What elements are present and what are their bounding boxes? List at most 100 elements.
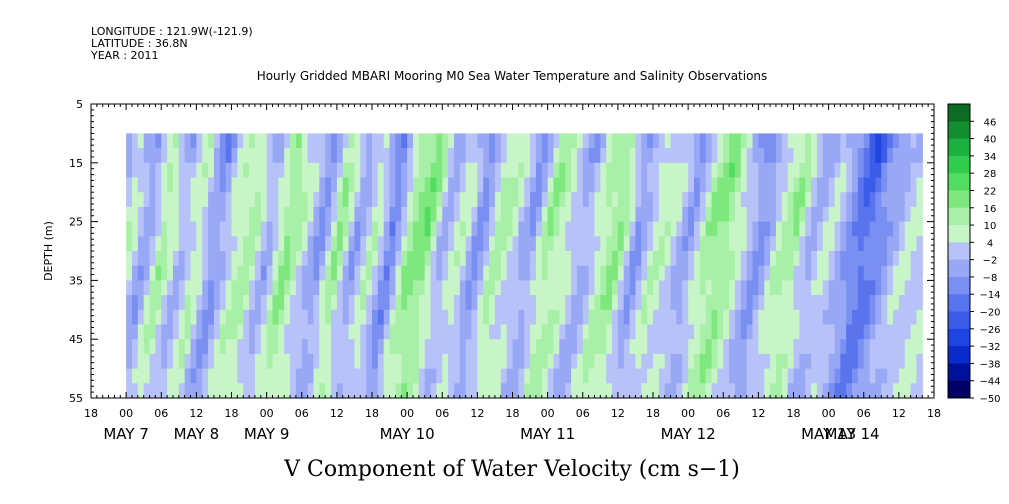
heatmap-cell	[342, 383, 350, 399]
heatmap-cell	[869, 221, 877, 237]
heatmap-cell	[372, 192, 379, 208]
heatmap-cell	[840, 353, 847, 370]
heatmap-cell	[811, 236, 818, 252]
heatmap-cell	[348, 177, 356, 193]
heatmap-cell	[477, 148, 484, 164]
heatmap-cell	[477, 133, 484, 149]
heatmap-cell	[243, 265, 250, 281]
heatmap-cell	[752, 133, 759, 149]
heatmap-cell	[729, 309, 736, 326]
heatmap-cell	[137, 251, 145, 267]
heatmap-cell	[219, 206, 227, 223]
heatmap-cell	[576, 133, 584, 149]
heatmap-cell	[565, 133, 572, 149]
heatmap-cell	[149, 177, 156, 193]
heatmap-cell	[904, 236, 912, 252]
heatmap-cell	[822, 383, 830, 399]
heatmap-cell	[781, 353, 789, 370]
heatmap-cell	[149, 192, 156, 208]
heatmap-cell	[225, 353, 233, 370]
heatmap-cell	[360, 221, 367, 237]
heatmap-cell	[202, 324, 209, 340]
heatmap-cell	[418, 148, 426, 164]
heatmap-cell	[494, 133, 502, 149]
heatmap-cell	[834, 353, 841, 370]
heatmap-cell	[284, 177, 291, 193]
x-tick-label: 00	[260, 407, 274, 420]
heatmap-cell	[588, 353, 596, 370]
heatmap-cell	[225, 368, 233, 384]
heatmap-cell	[407, 383, 414, 399]
heatmap-cell	[161, 295, 168, 311]
heatmap-cell	[781, 162, 789, 179]
heatmap-cell	[530, 206, 537, 223]
heatmap-cell	[372, 353, 379, 370]
heatmap-cell	[641, 280, 648, 296]
heatmap-cell	[143, 309, 151, 326]
heatmap-cell	[658, 236, 666, 252]
heatmap-cell	[793, 353, 800, 370]
heatmap-cell	[746, 236, 754, 252]
heatmap-cell	[670, 295, 678, 311]
heatmap-cell	[758, 221, 765, 237]
heatmap-cell	[190, 133, 197, 149]
heatmap-cell	[143, 280, 151, 296]
heatmap-cell	[471, 368, 478, 384]
heatmap-cell	[459, 221, 467, 237]
heatmap-cell	[565, 339, 572, 355]
colorbar-swatch	[948, 311, 970, 330]
heatmap-cell	[131, 280, 139, 296]
heatmap-cell	[705, 295, 713, 311]
heatmap-cell	[688, 148, 695, 164]
heatmap-cell	[541, 309, 549, 326]
heatmap-cell	[623, 221, 631, 237]
day-label: MAY 14	[825, 425, 880, 443]
heatmap-cell	[202, 251, 209, 267]
heatmap-cell	[126, 148, 133, 164]
heatmap-cell	[325, 192, 332, 208]
heatmap-cell	[126, 295, 133, 311]
heatmap-cell	[781, 324, 789, 340]
heatmap-cell	[617, 324, 625, 340]
heatmap-cell	[290, 383, 297, 399]
heatmap-cell	[213, 221, 221, 237]
heatmap-cell	[149, 148, 156, 164]
heatmap-cell	[717, 192, 724, 208]
heatmap-cell	[746, 221, 754, 237]
heatmap-cell	[336, 353, 344, 370]
heatmap-cell	[126, 251, 133, 267]
heatmap-cell	[781, 148, 789, 164]
heatmap-cell	[664, 148, 672, 164]
heatmap-cell	[442, 162, 449, 179]
heatmap-cell	[852, 353, 859, 370]
heatmap-cell	[354, 162, 361, 179]
heatmap-cell	[635, 236, 642, 252]
heatmap-cell	[243, 383, 250, 399]
heatmap-cell	[442, 324, 449, 340]
heatmap-cell	[617, 383, 625, 399]
heatmap-cell	[600, 368, 607, 384]
heatmap-cell	[290, 177, 297, 193]
heatmap-cell	[196, 295, 203, 311]
heatmap-cell	[916, 221, 923, 237]
heatmap-cell	[313, 383, 320, 399]
heatmap-cell	[916, 309, 923, 326]
heatmap-cell	[664, 295, 672, 311]
heatmap-cell	[623, 309, 631, 326]
heatmap-cell	[278, 162, 285, 179]
heatmap-cell	[506, 162, 514, 179]
heatmap-cell	[846, 148, 853, 164]
heatmap-cell	[512, 324, 519, 340]
heatmap-cell	[272, 339, 279, 355]
heatmap-cell	[740, 368, 748, 384]
heatmap-cell	[805, 353, 812, 370]
heatmap-cell	[489, 206, 496, 223]
heatmap-cell	[647, 339, 654, 355]
heatmap-cell	[682, 177, 689, 193]
heatmap-cell	[372, 295, 379, 311]
heatmap-cell	[360, 148, 367, 164]
heatmap-cell	[383, 251, 391, 267]
heatmap-cell	[442, 236, 449, 252]
colorbar-label: 4	[987, 238, 993, 249]
heatmap-cell	[793, 133, 800, 149]
